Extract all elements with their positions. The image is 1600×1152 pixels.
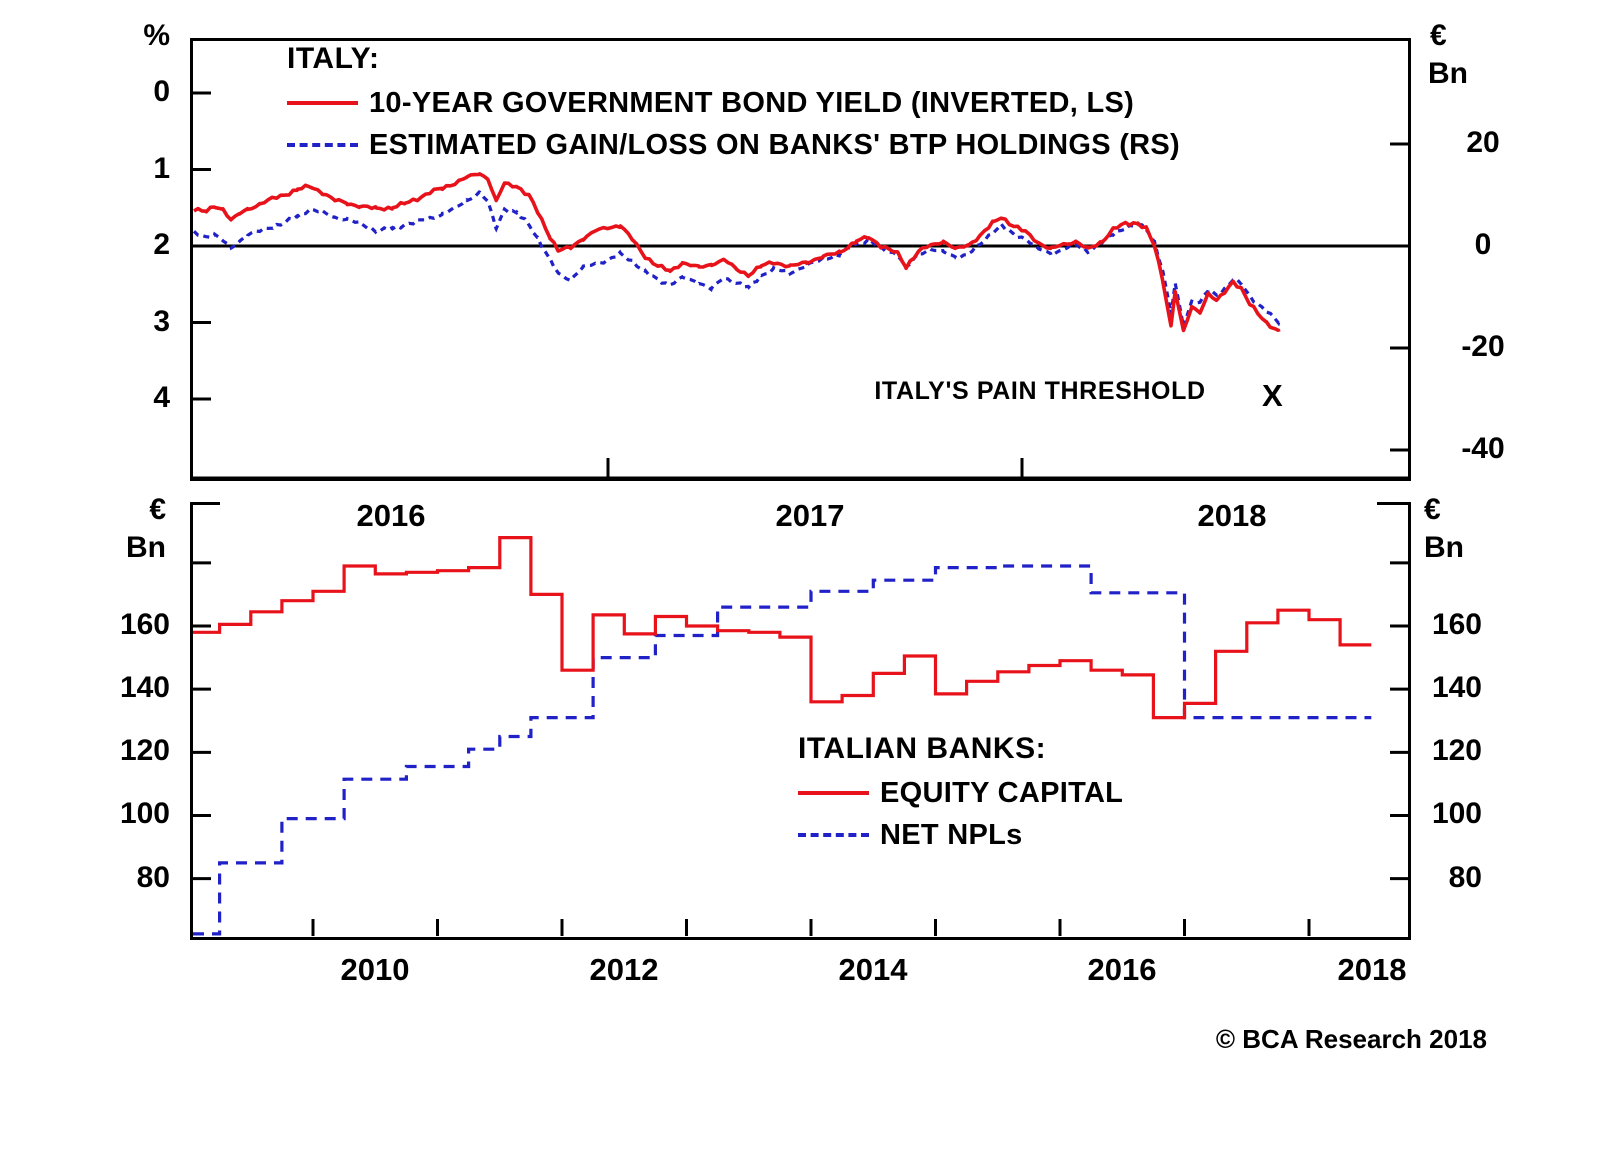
top-right-tick-label: 0 [1474, 228, 1492, 261]
top-left-tick-label: 3 [153, 304, 170, 338]
bottom-right-tick-label: 140 [1431, 671, 1482, 705]
bottom-right-axis-unit-euro: € [1424, 493, 1441, 526]
bottom-right-tick-label: 80 [1448, 860, 1482, 894]
bottom-legend: ITALIAN BANKS: EQUITY CAPITAL NET NPLs [798, 732, 1123, 856]
top-legend-label-gainloss: ESTIMATED GAIN/LOSS ON BANKS' BTP HOLDIN… [369, 128, 1181, 161]
red-solid-line-icon [287, 101, 358, 105]
bottom-right-tick-label: 160 [1431, 608, 1482, 641]
top-right-axis-unit-euro: € [1430, 19, 1447, 52]
top-legend: ITALY: 10-YEAR GOVERNMENT BOND YIELD (IN… [287, 42, 1180, 166]
pain-threshold-annotation: ITALY'S PAIN THRESHOLD [874, 377, 1206, 405]
bottom-legend-row-npl: NET NPLs [798, 814, 1123, 856]
top-xaxis-label-2017: 2017 [775, 498, 845, 533]
bottom-left-tick-label: 160 [119, 608, 170, 641]
bottom-right-tick-label: 100 [1431, 797, 1482, 831]
bottom-xaxis-label-2012: 2012 [589, 952, 659, 987]
bottom-right-axis-unit-bn: Bn [1424, 531, 1464, 564]
bottom-panel-plot [190, 502, 1411, 940]
top-xaxis-label-2016: 2016 [356, 498, 426, 533]
blue-dashed-line-icon [798, 833, 869, 837]
top-left-tick-label: 0 [153, 75, 170, 108]
bottom-left-tick-label: 120 [119, 734, 170, 768]
bottom-xaxis-label-2010: 2010 [340, 952, 410, 987]
bottom-left-tick-label: 100 [119, 797, 170, 831]
top-left-axis-unit: % [143, 19, 170, 52]
top-left-tick-label: 1 [153, 151, 170, 185]
bottom-xaxis-label-2018: 2018 [1337, 952, 1407, 987]
top-right-tick-label: -20 [1461, 330, 1505, 363]
bottom-legend-row-equity: EQUITY CAPITAL [798, 772, 1123, 814]
top-right-axis-unit-bn: Bn [1428, 57, 1468, 90]
bottom-xaxis-label-2014: 2014 [838, 952, 908, 987]
pain-threshold-x-marker: X [1262, 378, 1283, 413]
equity-capital-line [193, 536, 1372, 720]
top-legend-title: ITALY: [287, 42, 380, 75]
bottom-left-axis-unit-euro: € [149, 493, 166, 526]
top-legend-row-gainloss: ESTIMATED GAIN/LOSS ON BANKS' BTP HOLDIN… [287, 124, 1180, 166]
top-right-tick-label: 20 [1466, 126, 1500, 159]
blue-dashed-line-icon [287, 143, 358, 147]
btp-gainloss-line [192, 190, 1281, 328]
top-right-tick-label: -40 [1461, 432, 1505, 465]
bottom-legend-label-equity: EQUITY CAPITAL [880, 776, 1124, 809]
top-xaxis-label-2018: 2018 [1197, 498, 1267, 533]
bottom-left-tick-label: 80 [136, 860, 170, 894]
bottom-legend-title: ITALIAN BANKS: [798, 732, 1047, 765]
red-solid-line-icon [798, 791, 869, 795]
bottom-left-tick-label: 140 [119, 671, 170, 705]
top-legend-label-yield: 10-YEAR GOVERNMENT BOND YIELD (INVERTED,… [369, 86, 1135, 119]
top-panel-plot [190, 38, 1411, 481]
bond-yield-line [193, 172, 1281, 333]
top-legend-row-yield: 10-YEAR GOVERNMENT BOND YIELD (INVERTED,… [287, 82, 1180, 124]
bottom-legend-label-npl: NET NPLs [880, 818, 1023, 851]
copyright-text: © BCA Research 2018 [1215, 1024, 1487, 1054]
bottom-right-tick-label: 120 [1431, 734, 1482, 768]
top-left-tick-label: 2 [153, 228, 170, 261]
net-npls-line [193, 564, 1372, 936]
bottom-left-axis-unit-bn: Bn [126, 531, 166, 564]
bottom-xaxis-label-2016: 2016 [1087, 952, 1157, 987]
top-left-tick-label: 4 [153, 381, 170, 414]
